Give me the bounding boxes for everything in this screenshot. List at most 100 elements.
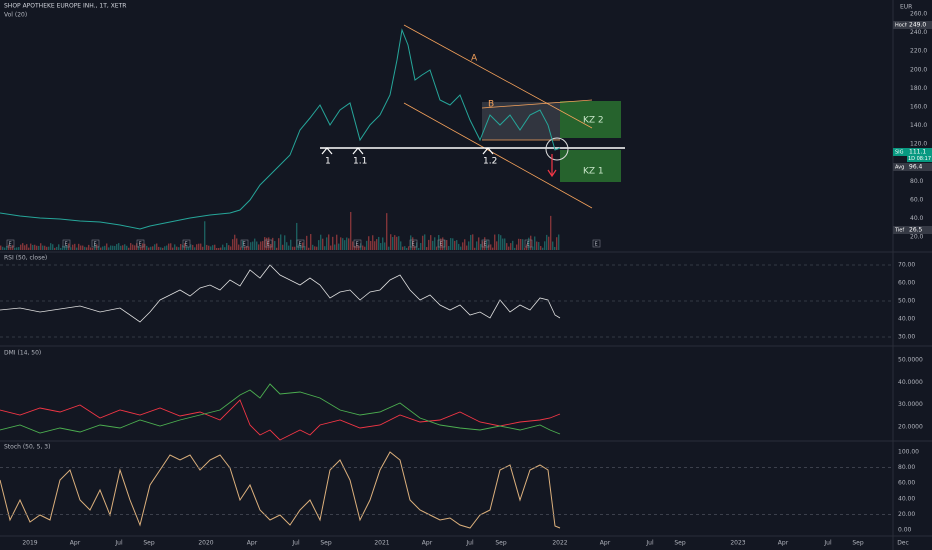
stoch-tick-label: 80.00 bbox=[898, 464, 915, 471]
volume-bar bbox=[0, 245, 2, 250]
volume-bar bbox=[100, 247, 102, 250]
volume-bar bbox=[190, 244, 192, 250]
price-tick-label: 180.0 bbox=[910, 85, 927, 92]
volume-bar bbox=[500, 235, 502, 250]
rsi-line bbox=[0, 264, 561, 323]
volume-bar bbox=[132, 244, 134, 250]
volume-bar bbox=[48, 246, 50, 250]
volume-bar bbox=[520, 238, 522, 250]
volume-bar bbox=[314, 246, 316, 250]
volume-bar bbox=[98, 246, 100, 250]
time-tick-label: Dec bbox=[897, 540, 909, 547]
price-tick-label: 200.0 bbox=[910, 66, 927, 73]
volume-bar bbox=[528, 237, 530, 250]
volume-bar bbox=[260, 241, 262, 250]
volume-bar bbox=[378, 236, 380, 250]
volume-bar bbox=[446, 240, 448, 250]
volume-bar bbox=[394, 235, 396, 250]
time-tick-label: Jul bbox=[823, 540, 832, 547]
volume-bar bbox=[318, 240, 320, 250]
volume-bar bbox=[226, 243, 228, 250]
volume-bar bbox=[524, 247, 526, 250]
price-tick-label: 260.0 bbox=[910, 11, 927, 18]
time-tick-label: Jul bbox=[465, 540, 474, 547]
volume-bar bbox=[296, 222, 298, 250]
volume-bar bbox=[60, 247, 62, 250]
dmi-plus bbox=[0, 383, 561, 435]
volume-bar bbox=[498, 234, 500, 250]
volume-bar bbox=[420, 243, 422, 250]
volume-bar bbox=[8, 244, 10, 250]
volume-bar bbox=[154, 244, 156, 250]
high-tag bbox=[893, 21, 907, 29]
volume-bar bbox=[74, 243, 76, 250]
volume-bar bbox=[272, 237, 274, 250]
volume-bar bbox=[352, 241, 354, 250]
volume-bar bbox=[490, 244, 492, 250]
volume-bar bbox=[288, 245, 290, 250]
time-tick-label: Sep bbox=[674, 540, 686, 547]
volume-bar bbox=[38, 245, 40, 250]
volume-bar bbox=[440, 238, 442, 250]
earnings-marker: E bbox=[356, 241, 359, 247]
volume-bar bbox=[236, 238, 238, 250]
volume-bar bbox=[458, 243, 460, 250]
volume-bar bbox=[24, 245, 26, 250]
volume-bar bbox=[62, 245, 64, 250]
volume-bar bbox=[158, 246, 160, 250]
volume-bar bbox=[124, 244, 126, 250]
volume-bar bbox=[4, 247, 6, 250]
volume-bar bbox=[206, 244, 208, 250]
volume-bar bbox=[110, 245, 112, 250]
volume-bar bbox=[174, 244, 176, 250]
volume-bar bbox=[468, 241, 470, 250]
earnings-box bbox=[91, 239, 100, 248]
avg-tag-text: Avg bbox=[895, 165, 904, 171]
volume-bar bbox=[422, 235, 424, 250]
earnings-box bbox=[6, 239, 15, 248]
volume-bar bbox=[168, 243, 170, 250]
volume-bar bbox=[278, 238, 280, 250]
volume-bar bbox=[504, 238, 506, 250]
low-tag-text: Tief bbox=[894, 228, 904, 234]
volume-bar bbox=[434, 237, 436, 250]
volume-bar bbox=[90, 247, 92, 250]
volume-title: Vol (20) bbox=[4, 12, 27, 19]
volume-bar bbox=[404, 246, 406, 250]
volume-bar bbox=[364, 246, 366, 250]
volume-bar bbox=[330, 245, 332, 250]
volume-bar bbox=[106, 243, 108, 250]
volume-bar bbox=[432, 240, 434, 250]
earnings-marker: E bbox=[299, 241, 302, 247]
volume-bar bbox=[104, 245, 106, 250]
time-tick-label: Sep bbox=[143, 540, 155, 547]
volume-bar bbox=[114, 245, 116, 250]
volume-bar bbox=[410, 235, 412, 250]
volume-bar bbox=[262, 241, 264, 250]
down-arrow bbox=[547, 154, 557, 178]
volume-bar bbox=[474, 247, 476, 250]
volume-bar bbox=[230, 246, 232, 250]
price-line bbox=[0, 28, 561, 230]
time-tick-label: Sep bbox=[320, 540, 332, 547]
volume-bar bbox=[558, 234, 560, 250]
volume-bar bbox=[398, 236, 400, 250]
volume-bar bbox=[552, 241, 554, 250]
earnings-box bbox=[592, 239, 601, 248]
volume-bar bbox=[224, 247, 226, 250]
volume-bar bbox=[332, 236, 334, 250]
last-time: 1D 08:17 bbox=[908, 156, 931, 162]
volume-bar bbox=[20, 244, 22, 250]
volume-bar bbox=[16, 247, 18, 250]
earnings-box bbox=[437, 239, 446, 248]
volume-bar bbox=[496, 241, 498, 250]
volume-bar bbox=[554, 246, 556, 250]
volume-bar bbox=[238, 244, 240, 250]
volume-bar bbox=[42, 245, 44, 250]
volume-bar bbox=[122, 245, 124, 250]
volume-bar bbox=[430, 235, 432, 250]
volume-bar bbox=[486, 240, 488, 250]
high-box bbox=[907, 21, 932, 29]
